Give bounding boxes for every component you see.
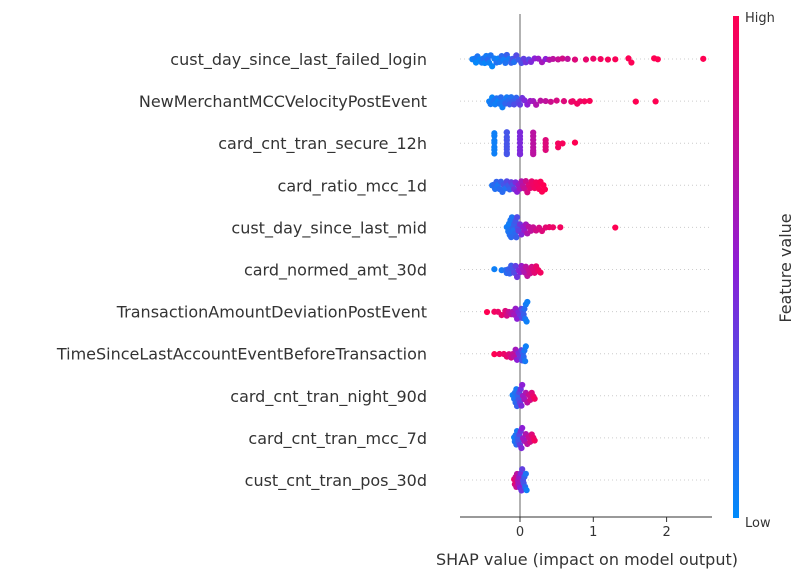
shap-point xyxy=(516,151,524,158)
shap-point xyxy=(604,56,612,63)
x-tick-label: 2 xyxy=(662,525,670,540)
feature-label: card_cnt_tran_night_90d xyxy=(230,387,427,407)
shap-point xyxy=(519,466,526,473)
shap-point xyxy=(491,150,498,157)
feature-label: card_cnt_tran_mcc_7d xyxy=(248,429,427,449)
shap-point xyxy=(559,140,566,147)
feature-label: cust_day_since_last_failed_login xyxy=(170,50,427,70)
shap-point xyxy=(513,234,520,241)
shap-point xyxy=(524,298,531,306)
shap-point xyxy=(555,144,562,151)
shap-point xyxy=(503,133,510,141)
shap-point xyxy=(489,63,496,70)
shap-point xyxy=(516,129,524,136)
shap-point xyxy=(557,224,564,231)
shap-point xyxy=(654,56,661,63)
feature-label: TransactionAmountDeviationPostEvent xyxy=(116,303,427,322)
feature-label: NewMerchantMCCVelocityPostEvent xyxy=(139,92,427,111)
shap-point xyxy=(518,445,525,452)
colorbar xyxy=(733,16,739,518)
shap-point xyxy=(513,273,521,281)
shap-point xyxy=(581,98,588,105)
shap-point xyxy=(542,146,549,154)
feature-labels: cust_day_since_last_failed_login NewMerch… xyxy=(56,50,427,491)
data-points xyxy=(469,51,707,494)
shap-point xyxy=(700,55,707,62)
x-tick-label: 0 xyxy=(516,525,524,540)
feature-label: card_normed_amt_30d xyxy=(244,261,427,281)
shap-point xyxy=(503,129,510,136)
colorbar-title: Feature value xyxy=(776,213,795,322)
shap-point xyxy=(559,55,566,62)
shap-point xyxy=(519,381,526,389)
shap-point xyxy=(541,186,549,193)
shap-point xyxy=(530,129,537,136)
shap-point xyxy=(523,318,530,325)
row-guide-lines xyxy=(460,58,712,481)
shap-point xyxy=(571,139,579,146)
feature-label: card_cnt_tran_secure_12h xyxy=(218,134,427,154)
shap-point xyxy=(496,350,503,358)
shap-point xyxy=(502,59,509,67)
shap-point xyxy=(547,98,554,105)
shap-point xyxy=(571,56,579,63)
shap-point xyxy=(628,59,635,66)
feature-label: card_ratio_mcc_1d xyxy=(278,176,427,196)
x-tick-label: 1 xyxy=(589,525,597,540)
shap-point xyxy=(612,56,619,63)
shap-point xyxy=(542,97,549,105)
shap-point xyxy=(491,137,498,144)
shap-point xyxy=(522,343,529,350)
shap-point xyxy=(537,269,544,276)
shap-point xyxy=(564,55,571,63)
shap-point xyxy=(498,312,505,319)
shap-point xyxy=(518,402,525,409)
shap-point xyxy=(652,98,659,105)
shap-point xyxy=(537,97,544,104)
shap-point xyxy=(553,97,560,104)
shap-point xyxy=(549,224,557,231)
shap-point xyxy=(560,98,568,105)
shap-point xyxy=(586,97,593,105)
shap-point xyxy=(597,55,604,63)
shap-point xyxy=(491,130,498,137)
shap-point xyxy=(522,470,529,477)
feature-label: TimeSinceLastAccountEventBeforeTransacti… xyxy=(56,345,427,364)
shap-point xyxy=(533,101,540,108)
shap-point xyxy=(503,151,510,158)
shap-point xyxy=(483,308,491,316)
shap-point xyxy=(511,101,518,108)
shap-point xyxy=(516,101,524,108)
shap-point xyxy=(531,395,538,402)
shap-point xyxy=(522,358,529,365)
shap-point xyxy=(530,151,537,158)
shap-point xyxy=(612,224,619,231)
feature-label: cust_cnt_tran_pos_30d xyxy=(245,471,427,491)
feature-label: cust_day_since_last_mid xyxy=(231,218,427,238)
shap-point xyxy=(491,266,498,273)
shap-point xyxy=(549,55,557,63)
shap-point xyxy=(590,55,597,62)
x-axis-ticks: 0 1 2 xyxy=(516,517,671,540)
shap-point xyxy=(519,424,526,432)
shap-point xyxy=(632,98,639,105)
shap-point xyxy=(523,487,530,494)
shap-point xyxy=(542,136,549,144)
x-axis-title: SHAP value (impact on model output) xyxy=(436,550,738,569)
shap-point xyxy=(577,98,584,105)
shap-point xyxy=(582,56,590,63)
shap-point xyxy=(491,351,498,358)
shap-point xyxy=(513,214,521,221)
shap-point xyxy=(531,437,538,444)
colorbar-high-label: High xyxy=(745,11,775,26)
colorbar-low-label: Low xyxy=(745,516,771,531)
